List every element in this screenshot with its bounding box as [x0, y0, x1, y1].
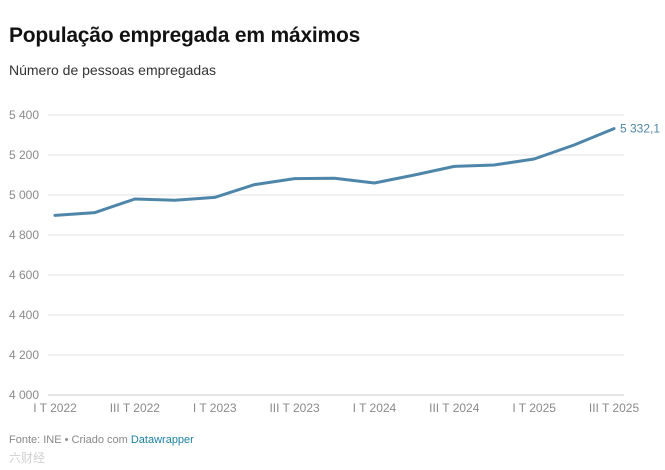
source-text: Fonte: INE • Criado com — [9, 434, 128, 446]
x-tick-label: I T 2025 — [512, 401, 556, 415]
x-tick-label: I T 2022 — [33, 401, 77, 415]
series-line — [53, 127, 616, 217]
watermark: 六财经 — [9, 451, 46, 465]
y-tick-label: 5 000 — [9, 188, 39, 202]
x-tick-label: III T 2025 — [589, 401, 640, 415]
end-value-label: 5 332,1 — [620, 122, 660, 136]
datawrapper-link[interactable]: Datawrapper — [130, 434, 194, 446]
x-tick-label: I T 2023 — [193, 401, 237, 415]
y-tick-label: 4 800 — [9, 228, 39, 242]
y-tick-label: 4 400 — [9, 308, 39, 322]
y-tick-label: 5 200 — [9, 148, 39, 162]
line-chart: 4 000 4 200 4 400 4 600 4 800 5 000 5 200 5 400… — [9, 108, 660, 415]
chart-title: População empregada em máximos — [9, 24, 361, 47]
y-tick-label: 4 200 — [9, 348, 39, 362]
y-tick-label: 4 000 — [9, 388, 39, 402]
x-tick-label: III T 2022 — [110, 401, 161, 415]
y-tick-label: 5 400 — [9, 108, 39, 122]
y-tick-label: 4 600 — [9, 268, 39, 282]
x-tick-label: III T 2023 — [269, 401, 320, 415]
x-tick-label: III T 2024 — [429, 401, 480, 415]
x-tick-label: I T 2024 — [353, 401, 397, 415]
chart-subtitle: Número de pessoas empregadas — [9, 62, 217, 78]
chart-footer: Fonte: INE • Criado com Datawrapper — [9, 434, 194, 446]
